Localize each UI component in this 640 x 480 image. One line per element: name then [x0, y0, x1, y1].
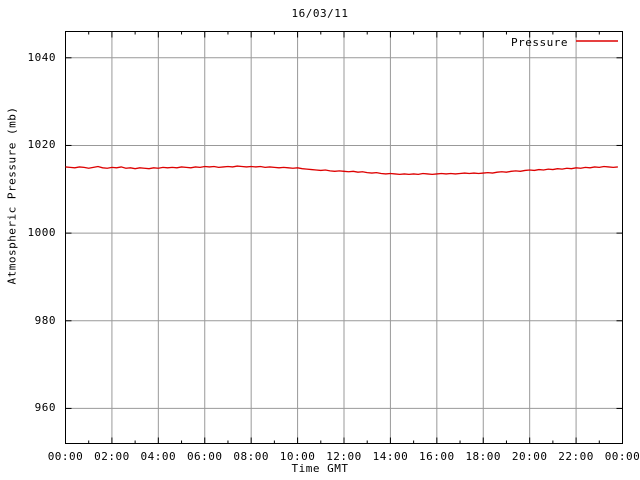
y-tick-label: 960 [34, 401, 56, 415]
chart-title: 16/03/11 [291, 7, 349, 20]
x-tick-label: 12:00 [326, 450, 362, 463]
x-tick-label: 16:00 [419, 450, 455, 463]
x-tick-label: 04:00 [140, 450, 177, 463]
legend-label-pressure: Pressure [511, 36, 568, 49]
y-tick-label: 1020 [27, 138, 56, 152]
y-tick-label: 980 [34, 313, 56, 327]
x-axis-label: Time GMT [291, 462, 349, 475]
y-tick-label: 1040 [27, 50, 56, 64]
x-tick-label: 14:00 [372, 450, 409, 463]
x-tick-label: 08:00 [233, 450, 269, 463]
x-tick-label: 18:00 [465, 450, 502, 463]
x-tick-label: 00:00 [604, 450, 640, 463]
gridlines [65, 31, 623, 444]
plot-frame [65, 31, 623, 444]
x-tick-label: 02:00 [94, 450, 130, 463]
data-line-pressure [65, 165, 618, 176]
data-series-group [65, 165, 618, 176]
x-tick-label: 10:00 [279, 450, 316, 463]
x-tick-label: 00:00 [47, 450, 84, 463]
x-tick-label: 20:00 [511, 450, 548, 463]
y-tick-label: 1000 [27, 226, 56, 240]
x-tick-label: 06:00 [186, 450, 223, 463]
x-tick-label: 22:00 [558, 450, 594, 463]
